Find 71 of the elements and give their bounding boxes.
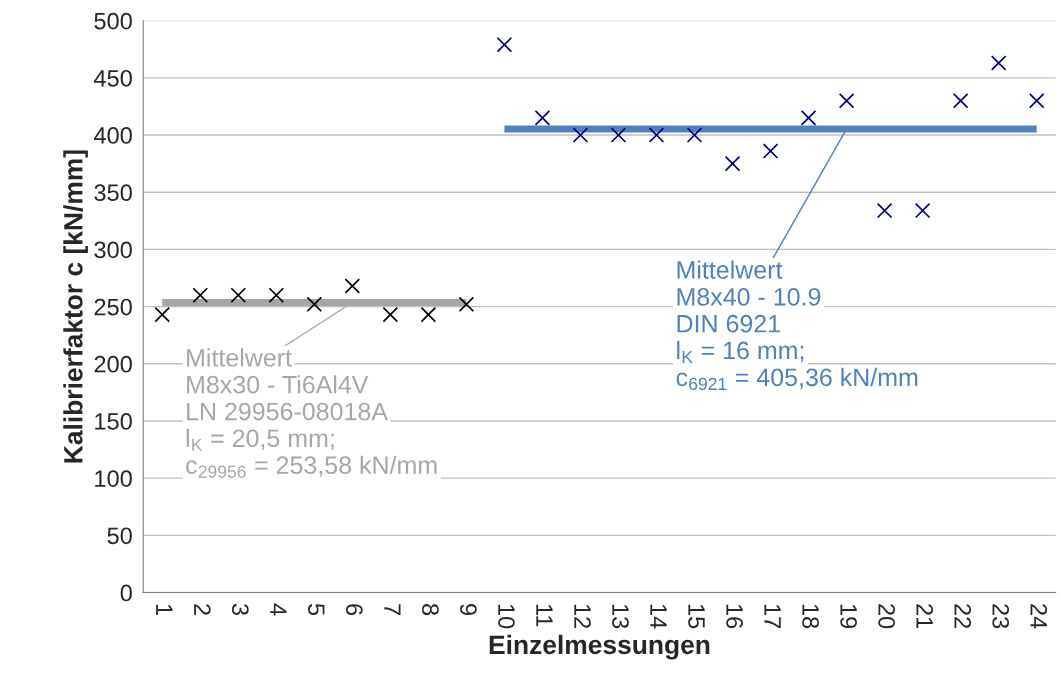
point [724,155,741,172]
point [230,287,247,303]
x-tick-label: 8 [422,603,439,616]
annotation: M8x30 - Ti6Al4V [187,375,369,394]
point [496,36,513,53]
x-tick-label: 16 [726,604,743,629]
annotation: LN 29956-08018A [187,402,388,421]
y-tick-label: 400 [93,127,132,144]
point [420,306,437,323]
x-tick-label: 9 [460,604,477,615]
y-tick-label: 200 [94,355,132,373]
x-tick-label: 7 [384,604,401,615]
point [344,278,361,294]
point [192,287,209,303]
x-tick-label: 13 [612,604,629,629]
point [1028,92,1045,109]
point [572,127,589,143]
x-tick-label: 10 [498,604,515,629]
point [686,127,703,143]
annotation: c$_{29956}$ = 253,58 kN/mm [186,455,437,478]
x-axis-title: Einzelmessungen [489,634,710,660]
annotation: DIN 6921 [677,314,780,333]
y-tick-label: 350 [94,184,132,202]
annotation: Mittelwert [187,348,292,367]
x-tick-label: 5 [307,603,325,616]
point [762,143,779,159]
x-tick-label: 14 [650,604,667,629]
point [382,306,399,323]
point [268,287,285,303]
point [876,202,893,219]
y-tick-label: 50 [107,527,132,545]
y-tick-label: 100 [95,470,132,487]
annotation: l$_{K}$ = 20,5 mm; [186,428,334,451]
y-tick-label: 150 [95,413,132,430]
annotation: c$_{6921}$ = 405,36 kN/mm [676,367,918,391]
y-tick-label: 500 [94,12,132,30]
annotation: Mittelwert [677,260,783,279]
x-tick-label: 6 [346,604,363,616]
x-tick-label: 19 [840,604,857,629]
x-tick-label: 20 [878,604,895,629]
point [914,202,931,219]
annotation: M8x40 - 10.9 [677,287,821,306]
x-tick-label: 23 [992,604,1010,629]
y-axis-title: Kalibrierfaktor c [kN/mm] [63,150,88,463]
y-tick-label: 0 [120,584,132,602]
x-tick-label: 11 [536,604,553,627]
point [800,110,817,126]
x-tick-label: 17 [764,604,781,629]
point [610,127,627,143]
point [838,92,855,109]
y-tick-label: 450 [93,69,132,87]
point [154,306,171,323]
point [534,110,551,126]
x-tick-label: 12 [574,604,591,629]
x-tick-label: 3 [231,603,249,616]
point [648,127,665,143]
point [990,55,1007,71]
x-tick-label: 22 [954,604,972,629]
x-tick-label: 24 [1030,604,1048,629]
x-tick-label: 15 [688,604,705,629]
point [458,296,475,313]
annotation: l$_{K}$ = 16 mm; [677,340,804,364]
point [952,92,969,109]
x-tick-label: 4 [270,603,287,616]
y-tick-label: 300 [94,241,132,259]
y-tick-label: 250 [94,298,132,316]
x-tick-label: 21 [916,604,934,629]
x-tick-label: 18 [802,604,819,629]
x-tick-label: 2 [194,604,211,615]
point [306,296,323,313]
x-tick-label: 1 [156,604,173,615]
